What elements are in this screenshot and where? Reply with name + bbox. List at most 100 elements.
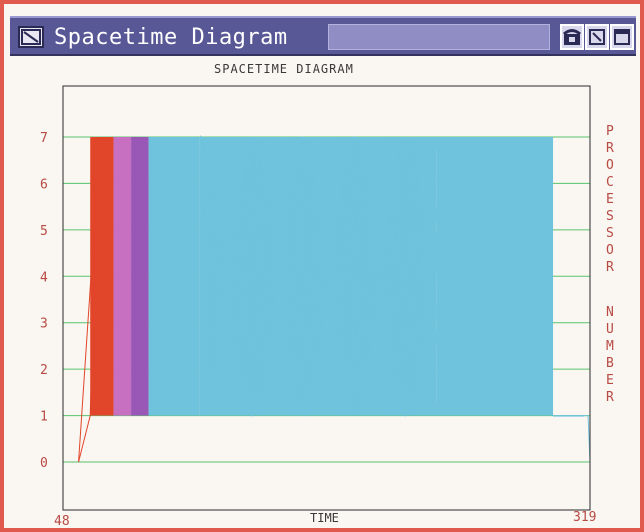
x-axis-label: TIME bbox=[310, 511, 339, 525]
y-tick-labels: 0 1 2 3 4 5 6 7 bbox=[40, 131, 48, 471]
trace-cyan-67 bbox=[409, 140, 413, 412]
title-bar-fill bbox=[328, 24, 550, 50]
trace-envelope bbox=[200, 135, 438, 417]
y-axis-label-char: R bbox=[606, 260, 614, 275]
trace-diag-105 bbox=[314, 136, 340, 416]
trace-diag-125 bbox=[396, 136, 421, 416]
trace-diag-95 bbox=[274, 136, 299, 416]
maximize-icon[interactable] bbox=[610, 24, 634, 50]
trace-cyan-45 bbox=[340, 181, 344, 371]
y-axis-label-char: S bbox=[606, 226, 614, 241]
window-title: Spacetime Diagram bbox=[54, 25, 288, 50]
trace-cyan-71 bbox=[421, 201, 425, 352]
y-axis-label-char: S bbox=[606, 209, 614, 224]
system-menu-icon[interactable] bbox=[18, 26, 44, 48]
trace-cyan-36 bbox=[312, 161, 316, 392]
y-axis-label-char: O bbox=[606, 243, 614, 258]
trace-diag-107 bbox=[323, 136, 348, 416]
trace-diag-133 bbox=[429, 136, 454, 416]
trace-start-1 bbox=[78, 415, 91, 463]
y-tick-2: 2 bbox=[40, 363, 48, 378]
trace-start-2 bbox=[89, 136, 99, 416]
trace-diag-111 bbox=[339, 136, 364, 416]
phone-icon[interactable] bbox=[560, 24, 584, 50]
trace-cyan-44 bbox=[337, 202, 341, 350]
trace-diag-83 bbox=[225, 136, 250, 416]
trace-diag-131 bbox=[421, 136, 446, 416]
y-axis-label-char: P bbox=[606, 124, 614, 139]
region-pink-1 bbox=[113, 137, 132, 416]
trace-cyan-47 bbox=[346, 150, 351, 403]
y-tick-3: 3 bbox=[40, 317, 48, 332]
y-tick-0: 0 bbox=[40, 456, 48, 471]
y-axis-label-char: R bbox=[606, 141, 614, 156]
trace-cyan-10 bbox=[231, 229, 236, 323]
trace-diag-115 bbox=[355, 136, 381, 416]
trace-cyan-31 bbox=[297, 145, 301, 407]
y-axis-label-char: O bbox=[606, 158, 614, 173]
trace-cyan-22 bbox=[269, 208, 273, 345]
region-cyan-5 bbox=[436, 137, 554, 416]
trace-diag-101 bbox=[298, 136, 323, 416]
region-cyan-3 bbox=[148, 137, 200, 416]
y-axis-label-char: C bbox=[606, 175, 614, 190]
trace-cyan-43 bbox=[334, 226, 338, 326]
trace-diag-103 bbox=[306, 136, 332, 416]
trace-cyan-34 bbox=[306, 140, 310, 413]
trace-cyan-38 bbox=[318, 198, 323, 355]
trace-diag-121 bbox=[380, 136, 405, 416]
trace-diag-85 bbox=[233, 136, 258, 416]
trace-diag-127 bbox=[404, 136, 430, 416]
trace-cyan-46 bbox=[343, 164, 348, 389]
trace-cyan-2 bbox=[206, 147, 211, 406]
chart-title: SPACETIME DIAGRAM bbox=[214, 62, 354, 76]
trace-diag-97 bbox=[282, 136, 307, 416]
y-tick-4: 4 bbox=[40, 270, 48, 285]
trace-start-3 bbox=[78, 229, 95, 463]
resize-icon[interactable] bbox=[585, 24, 609, 50]
trace-cyan-52 bbox=[362, 154, 366, 398]
y-axis-label-char: N bbox=[606, 305, 614, 320]
y-axis-label-char: M bbox=[606, 339, 614, 354]
trace-cyan-49 bbox=[353, 137, 357, 416]
trace-cyan-68 bbox=[412, 149, 416, 404]
y-tick-7: 7 bbox=[40, 131, 48, 146]
trace-cyan-53 bbox=[365, 170, 369, 383]
plot-frame bbox=[62, 85, 591, 511]
trace-cyan-11 bbox=[234, 205, 239, 347]
y-tick-1: 1 bbox=[40, 410, 48, 425]
trace-cyan-1 bbox=[203, 139, 208, 414]
trace-diag-91 bbox=[257, 136, 283, 416]
trace-cyan-65 bbox=[402, 138, 407, 415]
trace-diag-99 bbox=[290, 136, 315, 416]
message-traces bbox=[78, 135, 591, 463]
y-tick-6: 6 bbox=[40, 177, 48, 192]
region-violet-2 bbox=[131, 137, 149, 416]
trace-cyan-50 bbox=[356, 138, 360, 415]
y-axis-label-char: E bbox=[606, 192, 614, 207]
trace-cyan-15 bbox=[247, 142, 251, 411]
trace-diag-87 bbox=[241, 136, 266, 416]
y-axis-label-char: B bbox=[606, 356, 614, 371]
title-bar[interactable]: Spacetime Diagram bbox=[10, 16, 636, 56]
trace-diag-77 bbox=[200, 136, 225, 416]
trace-cyan-18 bbox=[256, 143, 260, 410]
y-axis-label-char: U bbox=[606, 322, 614, 337]
trace-cyan-9 bbox=[228, 255, 232, 297]
trace-cyan-33 bbox=[303, 137, 307, 416]
y-axis-label-char: R bbox=[606, 390, 614, 405]
x-tick-max: 319 bbox=[573, 510, 596, 525]
trace-cyan-64 bbox=[399, 144, 404, 408]
trace-diag-89 bbox=[249, 136, 274, 416]
y-tick-5: 5 bbox=[40, 224, 48, 239]
trace-diag-81 bbox=[216, 136, 242, 416]
trace-diag-129 bbox=[412, 136, 438, 416]
x-tick-min: 48 bbox=[54, 514, 70, 528]
trace-cyan-3 bbox=[209, 159, 214, 394]
trace-diag-79 bbox=[208, 136, 234, 416]
y-axis-label-char: E bbox=[606, 373, 614, 388]
trace-diag-109 bbox=[331, 136, 356, 416]
